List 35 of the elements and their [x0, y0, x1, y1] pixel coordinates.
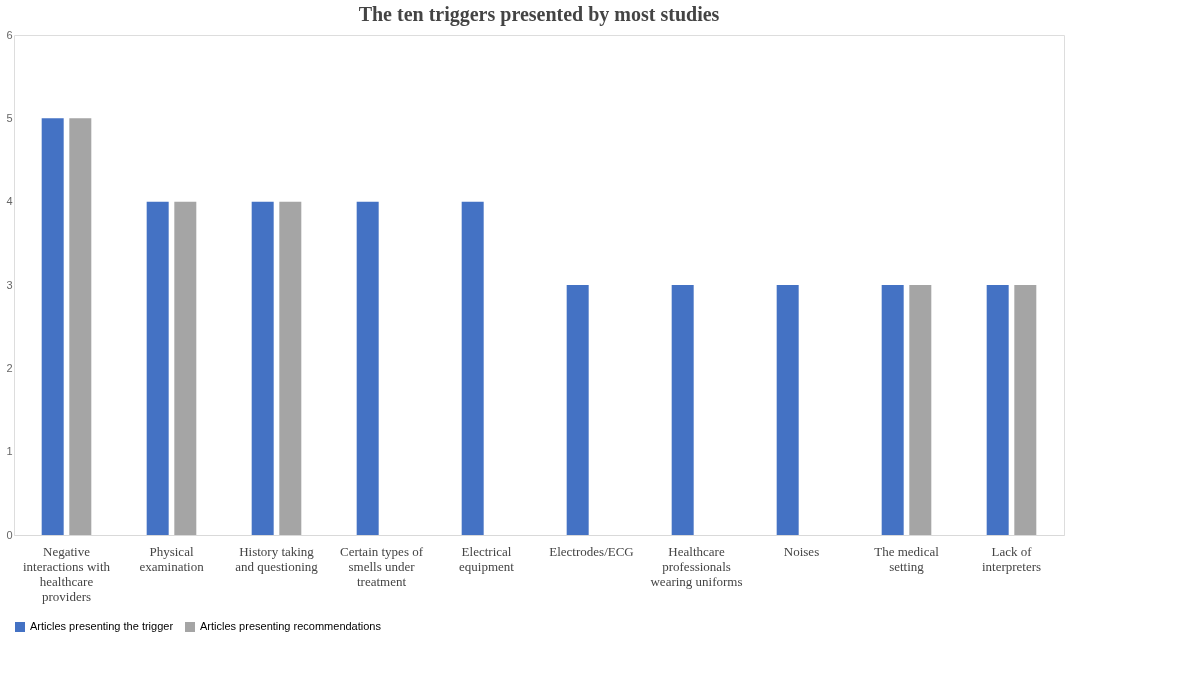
- bar: [279, 201, 302, 535]
- x-tick-label: Noises: [783, 543, 820, 559]
- bar: [881, 285, 904, 535]
- bar: [356, 201, 379, 535]
- y-tick-label: 5: [6, 111, 13, 124]
- x-tick-label: Negative interactions with healthcare providers: [22, 543, 111, 604]
- y-tick-label: 6: [6, 28, 13, 41]
- bar: [41, 118, 64, 535]
- x-tick-label: Electrical equipment: [459, 543, 515, 574]
- x-tick-label: Physical examination: [139, 543, 205, 574]
- y-tick-label: 1: [6, 445, 13, 458]
- bar: [69, 118, 92, 535]
- y-tick-label: 2: [6, 361, 13, 374]
- bar: [174, 201, 197, 535]
- bar: [461, 201, 484, 535]
- bar: [776, 285, 799, 535]
- x-tick-label: Lack of interpreters: [981, 543, 1042, 574]
- legend-label: Articles presenting recommendations: [200, 620, 382, 632]
- bar: [909, 285, 932, 535]
- y-tick-label: 4: [6, 195, 13, 208]
- chart-title: The ten triggers presented by most studies: [358, 3, 720, 26]
- bar: [986, 285, 1009, 535]
- x-tick-label: Healthcare professionals wearing uniforms: [650, 543, 743, 589]
- bar: [1014, 285, 1037, 535]
- y-tick-label: 3: [6, 278, 13, 291]
- x-tick-label: Electrodes/ECG: [549, 543, 634, 559]
- y-tick-label: 0: [6, 528, 13, 541]
- bar: [251, 201, 274, 535]
- x-tick-label: History taking and questioning: [235, 543, 319, 574]
- bar: [566, 285, 589, 535]
- bar: [671, 285, 694, 535]
- bar: [146, 201, 169, 535]
- x-tick-label: The medical setting: [874, 543, 940, 574]
- legend-label: Articles presenting the trigger: [30, 620, 174, 632]
- x-tick-label: Certain types of smells under treatment: [339, 543, 424, 589]
